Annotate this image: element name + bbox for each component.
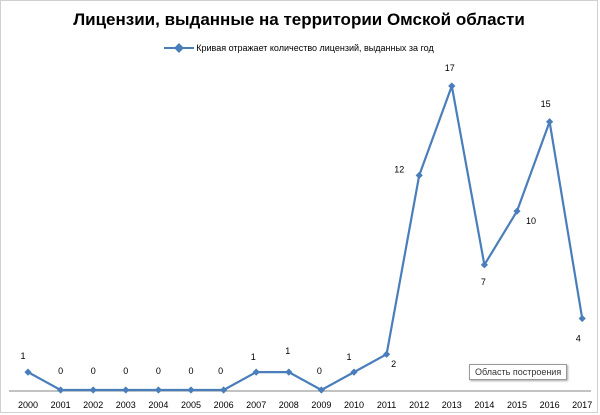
data-label: 0 <box>123 366 128 376</box>
data-point[interactable] <box>187 386 195 394</box>
data-point[interactable] <box>285 368 293 376</box>
x-tick-label: 2016 <box>540 400 560 410</box>
data-label: 0 <box>218 366 223 376</box>
data-label: 12 <box>394 164 404 174</box>
legend: Кривая отражает количество лицензий, выд… <box>1 43 597 53</box>
data-label: 0 <box>188 366 193 376</box>
plot-area-tooltip: Область построения <box>469 364 568 380</box>
x-tick-label: 2005 <box>181 400 201 410</box>
data-point[interactable] <box>89 386 97 394</box>
data-point[interactable] <box>415 171 423 180</box>
data-label: 1 <box>20 351 25 361</box>
x-tick-label: 2007 <box>246 400 266 410</box>
x-tick-label: 2003 <box>116 400 136 410</box>
data-label: 10 <box>526 216 536 226</box>
x-tick-label: 2001 <box>51 400 71 410</box>
x-tick-label: 2011 <box>377 400 396 410</box>
data-point[interactable] <box>252 368 260 376</box>
data-label: 2 <box>391 359 396 369</box>
data-point[interactable] <box>24 368 32 376</box>
x-tick-label: 2010 <box>344 400 364 410</box>
chart-title: Лицензии, выданные на территории Омской … <box>73 10 525 29</box>
data-label: 1 <box>251 352 256 362</box>
data-label: 0 <box>91 366 96 376</box>
data-point[interactable] <box>317 386 325 394</box>
data-label: 15 <box>541 99 551 109</box>
data-label: 4 <box>576 333 581 343</box>
legend-label: Кривая отражает количество лицензий, выд… <box>196 43 434 53</box>
data-label: 17 <box>445 63 455 73</box>
series-line <box>27 84 584 392</box>
data-point[interactable] <box>122 386 130 394</box>
data-label: 0 <box>156 366 161 376</box>
x-tick-label: 2004 <box>148 400 168 410</box>
data-point[interactable] <box>57 386 65 394</box>
data-label: 0 <box>317 366 322 376</box>
data-point[interactable] <box>513 207 521 215</box>
x-tick-label: 2012 <box>409 400 429 410</box>
x-tick-label: 2000 <box>18 400 38 410</box>
x-tick-label: 2015 <box>507 400 527 410</box>
legend-marker <box>164 43 195 53</box>
data-label: 1 <box>346 352 351 362</box>
x-tick-label: 2013 <box>442 400 462 410</box>
data-point[interactable] <box>546 118 554 126</box>
data-point[interactable] <box>480 261 488 269</box>
data-point[interactable] <box>448 82 456 90</box>
data-point[interactable] <box>383 350 391 358</box>
data-point[interactable] <box>350 368 358 376</box>
data-point[interactable] <box>220 386 228 394</box>
x-tick-label: 2008 <box>279 400 299 410</box>
x-tick-label: 2017 <box>572 400 592 410</box>
x-tick-label: 2014 <box>474 400 494 410</box>
data-point[interactable] <box>578 314 586 323</box>
data-label: 1 <box>285 346 290 356</box>
data-point[interactable] <box>154 386 162 394</box>
x-tick-label: 2002 <box>83 400 103 410</box>
x-tick-label: 2009 <box>311 400 331 410</box>
data-label: 7 <box>481 277 486 287</box>
data-label: 0 <box>58 366 63 376</box>
x-tick-label: 2006 <box>214 400 234 410</box>
